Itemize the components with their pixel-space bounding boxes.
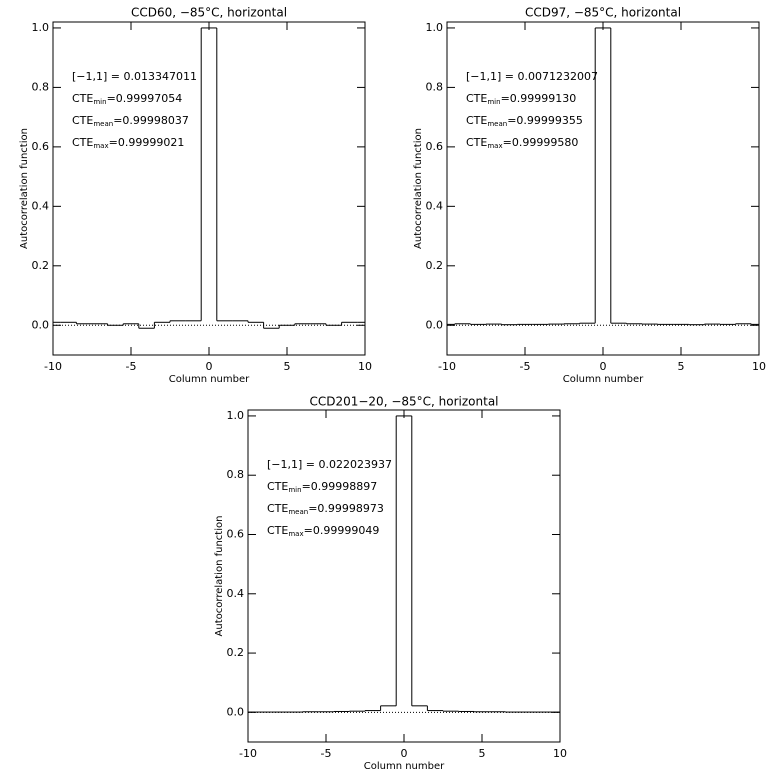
annotation-sub: mean — [93, 120, 113, 128]
y-tick-label: 0.4 — [227, 587, 245, 600]
y-tick-label: 0.2 — [227, 646, 245, 659]
annotation: CTEmean=0.99998973 — [267, 502, 384, 516]
y-axis-label: Autocorrelation function — [413, 128, 424, 249]
x-axis-label: Column number — [364, 761, 445, 772]
x-tick-label: 0 — [206, 360, 213, 373]
annotation-rest: =0.99998037 — [113, 114, 189, 127]
y-tick-label: 0.0 — [426, 318, 444, 331]
x-tick-label: 0 — [600, 360, 607, 373]
annotation-rest: =0.99999130 — [501, 92, 577, 105]
annotation-rest: =0.99997054 — [107, 92, 183, 105]
annotation-sub: mean — [487, 120, 507, 128]
y-tick-label: 0.6 — [32, 140, 50, 153]
annotation-rest: =0.99999049 — [304, 524, 380, 537]
annotation: CTEmax=0.99999049 — [267, 524, 379, 538]
annotation-sub: max — [288, 530, 303, 538]
annotation-sub: max — [93, 142, 108, 150]
panel: CCD97, −85°C, horizontal -10 -5 0 5 10 0.0 0.2 0… — [413, 6, 766, 386]
chart-title: CCD60, −85°C, horizontal — [131, 6, 287, 20]
annotation-rest: =0.99998973 — [308, 502, 384, 515]
annotation-text: CTE — [466, 114, 487, 127]
panel: CCD60, −85°C, horizontal -10 -5 0 5 10 0.0 0.2 0… — [19, 6, 372, 386]
y-tick-label: 0.0 — [227, 705, 245, 718]
chart-title: CCD97, −85°C, horizontal — [525, 6, 681, 20]
annotation: [−1,1] = 0.013347011 — [72, 70, 197, 83]
annotation: CTEmin=0.99997054 — [72, 92, 182, 106]
annotation-sub: max — [487, 142, 502, 150]
x-tick-label: 10 — [752, 360, 766, 373]
annotation-sub: min — [487, 98, 500, 106]
annotation-text: CTE — [72, 92, 93, 105]
annotation-text: CTE — [267, 502, 288, 515]
annotation-text: [−1,1] = 0.013347011 — [72, 70, 197, 83]
annotation: CTEmean=0.99999355 — [466, 114, 583, 128]
annotation: CTEmax=0.99999580 — [466, 136, 578, 150]
x-tick-label: 10 — [358, 360, 372, 373]
y-tick-label: 0.2 — [32, 259, 50, 272]
x-axis-label: Column number — [563, 374, 644, 385]
annotation: [−1,1] = 0.0071232007 — [466, 70, 598, 83]
x-tick-label: 5 — [678, 360, 685, 373]
y-tick-label: 0.6 — [227, 528, 245, 541]
x-tick-label: 5 — [284, 360, 291, 373]
x-axis-label: Column number — [169, 374, 250, 385]
x-tick-label: -10 — [239, 747, 257, 760]
annotation-text: CTE — [267, 524, 288, 537]
annotation-text: [−1,1] = 0.022023937 — [267, 458, 392, 471]
x-tick-label: 0 — [401, 747, 408, 760]
y-tick-label: 0.0 — [32, 318, 50, 331]
y-tick-label: 0.8 — [32, 80, 50, 93]
x-tick-label: -10 — [438, 360, 456, 373]
chart-title: CCD201−20, −85°C, horizontal — [309, 395, 498, 409]
annotation-text: CTE — [466, 92, 487, 105]
annotation-rest: =0.99998897 — [302, 480, 378, 493]
annotation-sub: mean — [288, 508, 308, 516]
annotation: [−1,1] = 0.022023937 — [267, 458, 392, 471]
panel: CCD201−20, −85°C, horizontal -10 -5 0 5 10 0.0… — [214, 395, 567, 773]
y-tick-label: 1.0 — [32, 21, 50, 34]
y-tick-label: 0.6 — [426, 140, 444, 153]
y-tick-label: 1.0 — [227, 409, 245, 422]
annotation: CTEmin=0.99998897 — [267, 480, 377, 494]
y-axis-label: Autocorrelation function — [214, 516, 225, 637]
y-tick-label: 0.8 — [426, 80, 444, 93]
x-tick-label: -5 — [126, 360, 137, 373]
annotation-text: CTE — [72, 114, 93, 127]
annotation-text: CTE — [267, 480, 288, 493]
x-tick-label: -5 — [520, 360, 531, 373]
y-tick-label: 0.4 — [32, 199, 50, 212]
annotation: CTEmax=0.99999021 — [72, 136, 184, 150]
y-tick-label: 0.4 — [426, 199, 444, 212]
y-axis-label: Autocorrelation function — [19, 128, 30, 249]
annotation-rest: =0.99999021 — [109, 136, 185, 149]
y-tick-label: 1.0 — [426, 21, 444, 34]
x-tick-label: 10 — [553, 747, 567, 760]
y-tick-label: 0.2 — [426, 259, 444, 272]
annotation: CTEmean=0.99998037 — [72, 114, 189, 128]
annotation-rest: =0.99999580 — [503, 136, 579, 149]
annotation-sub: min — [93, 98, 106, 106]
annotation-sub: min — [288, 486, 301, 494]
annotation: CTEmin=0.99999130 — [466, 92, 576, 106]
annotation-text: [−1,1] = 0.0071232007 — [466, 70, 598, 83]
y-tick-label: 0.8 — [227, 468, 245, 481]
x-tick-label: -5 — [321, 747, 332, 760]
annotation-text: CTE — [466, 136, 487, 149]
x-tick-label: 5 — [479, 747, 486, 760]
annotation-text: CTE — [72, 136, 93, 149]
annotation-rest: =0.99999355 — [507, 114, 583, 127]
x-tick-label: -10 — [44, 360, 62, 373]
